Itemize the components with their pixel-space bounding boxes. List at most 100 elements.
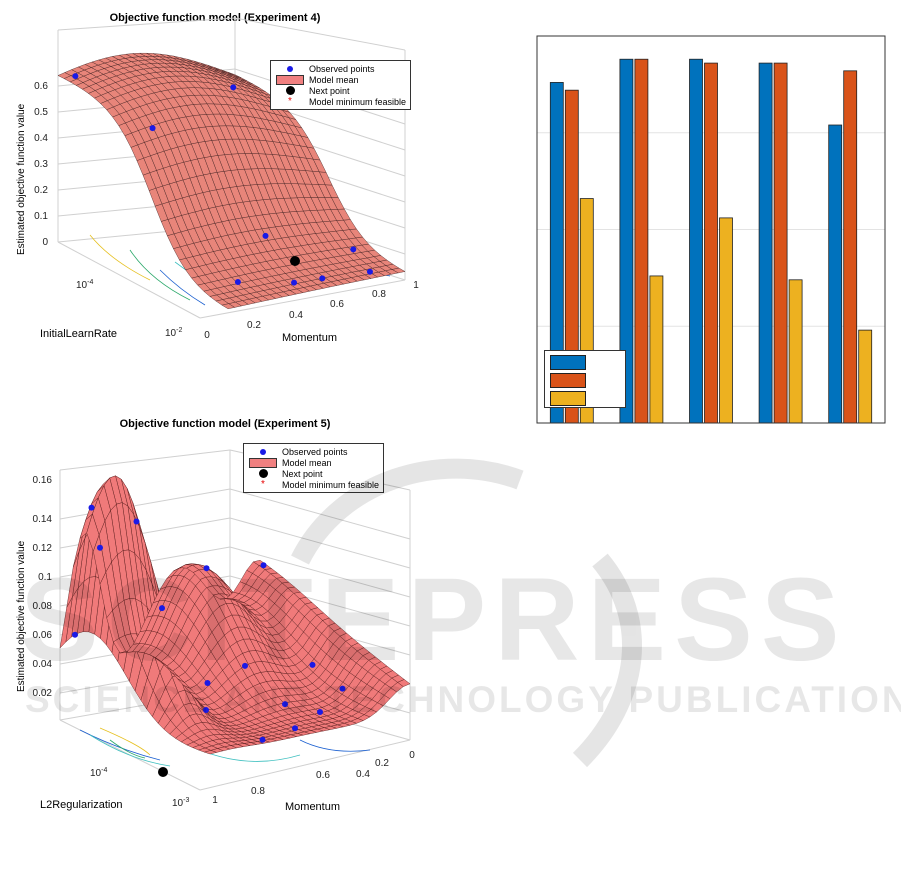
bar [828,124,843,424]
next-point-marker [158,767,168,777]
bar [773,62,788,424]
observed-point [292,725,298,732]
observed-point [97,544,103,551]
legend-item: Next point [275,85,406,96]
x-tick: 0 [204,330,210,341]
next-point-marker [290,256,300,266]
model-mean-surface [57,52,406,310]
x-tick: 0.4 [356,769,370,780]
bar [649,275,664,424]
bar [634,58,649,424]
observed-point [234,279,241,286]
z-tick: 0.1 [38,572,52,583]
observed-points [72,504,346,743]
model-mean-surface [59,475,411,755]
observed-point [262,232,269,239]
z-tick: 0.12 [33,543,53,554]
bar [788,279,803,424]
legend: Observed points Model mean Next point * M… [243,443,385,493]
y-tick: 10-4 [90,767,107,779]
z-tick: 0.16 [33,475,53,486]
x-tick: 1 [212,795,218,806]
y-tick: 10-2 [165,327,182,339]
x-axis-label: Momentum [282,332,337,344]
x-tick: 0.2 [375,758,389,769]
y-tick: 10-4 [76,279,93,291]
chart-title: Objective function model (Experiment 5) [119,418,331,430]
observed-point [309,661,316,668]
x-axis-label: Momentum [285,801,340,813]
observed-point [159,605,165,612]
plot-frame [536,35,886,424]
bar [719,217,733,424]
observed-point [88,504,95,511]
y-tick: 10-3 [172,797,189,809]
bar [689,58,703,424]
observed-point [203,565,210,572]
x-tick: 0.4 [289,310,303,321]
y-axis-label: InitialLearnRate [40,328,117,340]
observed-point [133,518,140,525]
legend-item: Observed points [275,63,406,74]
bar [704,62,718,424]
x-tick: 0.8 [372,289,386,300]
z-tick: 0.1 [34,211,48,222]
legend-item: Model mean [275,74,406,85]
bar-chart [500,20,895,435]
z-axis-label: Estimated objective function value [16,103,27,255]
z-tick: 0.06 [33,630,53,641]
observed-point [242,662,248,669]
observed-point [203,707,209,714]
surface-canvas: 0.02 0.04 0.06 0.08 0.1 0.12 0.14 0.16 1… [16,449,415,813]
z-tick: 0.4 [34,133,48,144]
legend-swatch [550,355,586,370]
z-tick: 0.08 [33,601,53,612]
surface-facet [228,72,242,78]
bar-chart-canvas [536,35,886,424]
z-tick: 0.02 [33,688,53,699]
bar [758,62,773,424]
observed-point [149,125,156,132]
observed-point [259,736,266,743]
legend-item: * Model minimum feasible [288,95,407,107]
observed-point [72,73,79,80]
z-tick: 0.14 [33,514,53,525]
observed-point [282,701,288,708]
z-tick: 0.3 [34,159,48,170]
observed-point [204,679,211,686]
legend-swatch [550,391,586,406]
x-tick: 0.6 [316,770,330,781]
observed-point [339,685,346,692]
legend-item: * Model minimum feasible [261,478,380,490]
observed-point [319,275,326,282]
z-axis-label: Estimated objective function value [16,540,27,692]
bars [549,58,873,424]
z-tick: 0.2 [34,185,48,196]
x-tick: 0.2 [247,320,261,331]
bar [858,329,873,424]
x-tick: 0 [409,750,415,761]
observed-point [366,268,373,275]
observed-points [72,73,373,286]
x-tick: 0.8 [251,786,265,797]
observed-point [350,246,357,253]
z-tick: 0.04 [33,659,53,670]
x-tick: 1 [413,280,419,291]
legend-item: Next point [248,468,379,479]
surface-canvas: 0 0.1 0.2 0.3 0.4 0.5 0.6 0 0.2 0.4 0.6 … [16,17,419,344]
observed-point [230,84,237,91]
z-tick: 0 [42,237,48,248]
z-tick: 0.5 [34,107,48,118]
chart-title: Objective function model (Experiment 4) [109,12,321,24]
legend-swatch [550,373,586,388]
legend-item: Model mean [248,457,379,468]
surface-plot-experiment-4: Objective function model (Experiment 4) [0,0,430,360]
legend: Observed points Model mean Next point * M… [270,60,412,110]
legend [544,350,626,408]
observed-point [317,708,323,715]
observed-point [72,631,78,638]
x-tick: 0.6 [330,299,344,310]
y-axis-label: L2Regularization [40,799,123,811]
legend-item: Observed points [248,446,379,457]
observed-point [291,279,298,286]
